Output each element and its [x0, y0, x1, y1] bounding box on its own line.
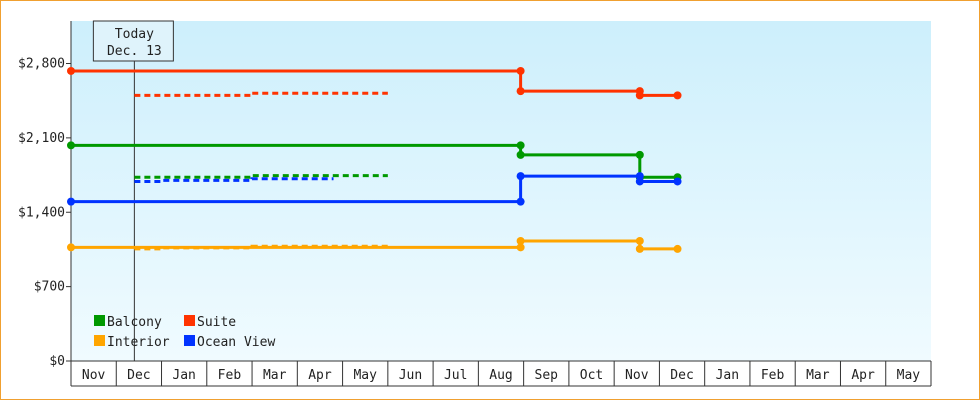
x-tick-label: Feb: [218, 368, 242, 383]
data-point: [516, 236, 525, 245]
x-tick-label: Nov: [82, 368, 106, 383]
x-tick-label: Jan: [716, 368, 739, 383]
legend-label: Suite: [197, 315, 236, 330]
forecast-line-ocean-view: [134, 177, 334, 183]
today-box: [92, 20, 174, 62]
series-line-ocean-view: [71, 174, 678, 204]
data-point: [635, 150, 644, 159]
legend-label: Balcony: [107, 315, 162, 330]
x-tick-label: Jul: [444, 368, 467, 383]
x-tick-label: Mar: [263, 368, 287, 383]
x-tick-label: Jun: [399, 368, 422, 383]
y-tick-label: $0: [49, 354, 65, 369]
x-tick-label: Apr: [308, 368, 332, 383]
today-date: Dec. 13: [107, 44, 162, 59]
legend-swatch: [184, 335, 195, 346]
data-point: [673, 177, 682, 186]
data-point: [635, 91, 644, 100]
legend-label: Ocean View: [197, 335, 275, 350]
plot-area: [71, 21, 931, 361]
data-point: [516, 197, 525, 206]
x-tick-label: Oct: [580, 368, 603, 383]
forecast-line-interior: [134, 244, 388, 251]
data-point: [635, 177, 644, 186]
x-tick-label: Nov: [625, 368, 649, 383]
y-tick-label: $700: [34, 280, 65, 295]
series-line-interior: [71, 239, 678, 251]
x-tick-label: Jan: [172, 368, 195, 383]
data-point: [516, 243, 525, 252]
y-tick-label: $2,100: [18, 131, 65, 146]
data-point: [67, 141, 75, 150]
data-point: [635, 236, 644, 245]
data-point: [516, 66, 525, 75]
data-point: [673, 91, 682, 100]
legend-swatch: [184, 315, 195, 326]
data-point: [516, 87, 525, 96]
x-tick-label: May: [353, 368, 377, 383]
data-point: [635, 244, 644, 253]
x-tick-label: May: [897, 368, 921, 383]
legend-swatch: [94, 315, 105, 326]
x-tick-label: Aug: [489, 368, 512, 383]
x-tick-label: Dec: [127, 368, 150, 383]
today-label: Today: [115, 27, 154, 42]
x-tick-label: Sep: [535, 368, 559, 383]
series-line-balcony: [71, 143, 678, 179]
x-tick-label: Mar: [806, 368, 830, 383]
x-tick-label: Feb: [761, 368, 785, 383]
x-tick-label: Dec: [670, 368, 693, 383]
x-tick-label: Apr: [851, 368, 875, 383]
data-point: [67, 243, 75, 252]
data-point: [516, 172, 525, 181]
data-point: [516, 141, 525, 150]
y-tick-label: $1,400: [18, 205, 65, 220]
data-point: [516, 150, 525, 159]
y-tick-label: $2,800: [18, 57, 65, 72]
series-line-suite: [71, 69, 678, 97]
data-point: [673, 244, 682, 253]
legend-swatch: [94, 335, 105, 346]
data-point: [67, 66, 75, 75]
data-point: [67, 197, 75, 206]
legend-label: Interior: [107, 335, 170, 350]
